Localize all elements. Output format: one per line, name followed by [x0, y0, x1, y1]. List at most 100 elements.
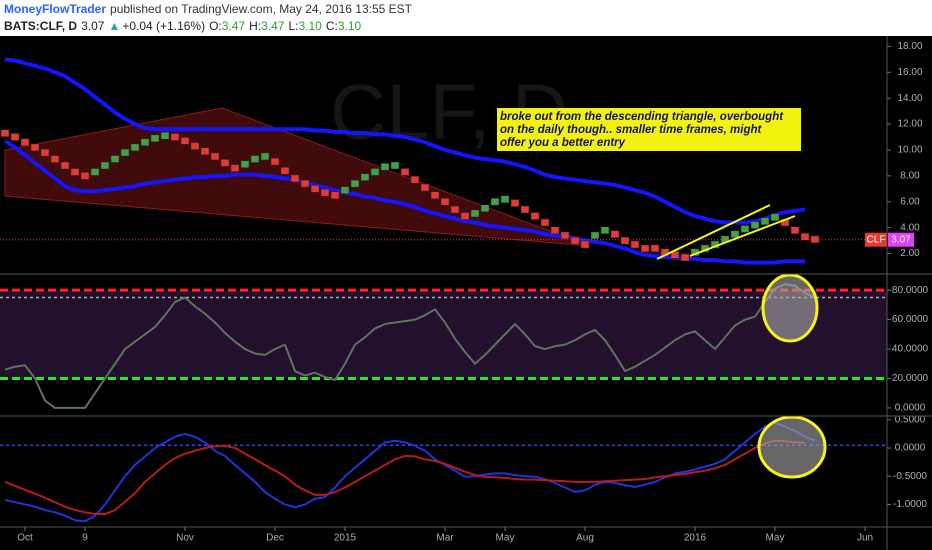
band-line: [4, 57, 806, 225]
renko-brick: [280, 166, 290, 175]
channel-line: [689, 215, 796, 257]
symbol: BATS:CLF, D: [4, 19, 77, 33]
renko-brick: [490, 198, 500, 206]
renko-brick: [800, 232, 810, 241]
renko-brick: [110, 155, 120, 163]
x-tick-label: Nov: [176, 533, 194, 544]
last-price-badge: [888, 232, 914, 247]
ohlc-label: O:: [209, 19, 222, 33]
renko-brick: [90, 168, 100, 176]
change: +0.04 (+1.16%): [122, 19, 205, 33]
series-line: [4, 439, 806, 516]
x-tick-label: Aug: [576, 533, 594, 544]
renko-brick: [530, 212, 540, 220]
renko-brick: [120, 148, 130, 157]
renko-brick: [750, 221, 760, 229]
ohlc-value: 3.10: [299, 19, 323, 33]
renko-brick: [460, 212, 470, 220]
renko-brick: [420, 183, 430, 192]
annotation-line: offer you a better entry: [500, 137, 626, 149]
renko-brick: [320, 188, 330, 197]
x-tick-label: Jun: [857, 533, 873, 544]
x-tick-label: 2015: [334, 533, 357, 544]
renko-brick: [760, 217, 770, 225]
renko-brick: [550, 226, 560, 235]
renko-brick: [80, 172, 90, 180]
x-tick-label: Oct: [17, 533, 33, 544]
renko-brick: [650, 244, 660, 253]
renko-brick: [230, 164, 240, 172]
y-tick-label: 40.0000: [892, 344, 929, 355]
header-bar: [0, 0, 932, 36]
level-band: [0, 290, 887, 379]
renko-brick: [480, 204, 490, 212]
y-tick-label: 6.00: [900, 196, 920, 207]
renko-brick: [250, 155, 260, 163]
y-tick-label: -0.5000: [893, 471, 927, 482]
renko-brick: [470, 209, 480, 218]
renko-brick: [130, 143, 140, 152]
y-tick-label: 0.0000: [895, 443, 926, 454]
renko-brick: [10, 133, 20, 141]
y-tick-label: 80.0000: [892, 285, 929, 296]
renko-brick: [30, 143, 40, 152]
x-tick-label: May: [766, 533, 785, 544]
y-tick-label: 60.0000: [892, 314, 929, 325]
ohlc-label: L:: [288, 19, 298, 33]
author: MoneyFlowTrader: [4, 2, 106, 16]
plot: 2.00 4.00 6.00 8.00 10.00 12.00 14.00 16.00 18.0…: [0, 41, 929, 544]
series-line: [4, 421, 816, 523]
last-price-value: 3.07: [891, 234, 911, 245]
renko-brick: [390, 161, 400, 170]
last-value: 3.07: [81, 19, 105, 33]
highlight-circle: [761, 273, 819, 343]
y-tick-label: 18.00: [897, 41, 922, 52]
renko-brick: [70, 168, 80, 176]
y-tick-label: 10.00: [897, 145, 922, 156]
annotation-line: on the daily though.. smaller time frame…: [500, 124, 763, 136]
renko-brick: [60, 161, 70, 170]
x-tick-label: May: [496, 533, 515, 544]
x-tick-label: Mar: [436, 533, 454, 544]
ohlc-value: 3.47: [222, 19, 246, 33]
last-price-symbol: CLF: [867, 234, 886, 245]
annotation-line: broke out from the descending triangle, …: [500, 111, 784, 123]
renko-brick: [440, 198, 450, 206]
renko-brick: [200, 147, 210, 156]
y-tick-label: -1.0000: [893, 499, 927, 510]
renko-brick: [790, 226, 800, 235]
highlight-circle: [757, 415, 827, 479]
renko-brick: [150, 134, 160, 143]
annotation-box: [497, 108, 801, 151]
renko-brick: [600, 226, 610, 235]
renko-brick: [770, 213, 780, 222]
renko-brick: [290, 174, 300, 183]
symbol-line: BATS:CLF, D 3.07 ▲ +0.04 (+1.16%) O:3.47 H:3.…: [4, 19, 362, 33]
renko-brick: [500, 195, 510, 203]
renko-brick: [160, 131, 170, 140]
renko-brick: [260, 152, 270, 161]
x-tick-label: 2016: [684, 533, 707, 544]
renko-brick: [380, 163, 390, 171]
renko-brick: [170, 133, 180, 141]
renko-brick: [310, 185, 320, 193]
renko-brick: [370, 168, 380, 176]
y-tick-label: 0.0000: [895, 403, 926, 414]
renko-brick: [570, 236, 580, 245]
renko-brick: [450, 205, 460, 214]
y-tick-label: 8.00: [900, 171, 920, 182]
renko-brick: [330, 191, 340, 200]
y-tick-label: 2.00: [900, 248, 920, 259]
ohlc-value: 3.10: [338, 19, 362, 33]
renko-brick: [430, 191, 440, 200]
renko-brick: [20, 138, 30, 146]
renko-brick: [400, 168, 410, 176]
renko-brick: [740, 225, 750, 233]
y-tick-label: 20.0000: [892, 373, 929, 384]
renko-brick: [610, 230, 620, 238]
header-line: MoneyFlowTrader published on TradingView.…: [4, 2, 413, 16]
published: published on TradingView.com, May 24, 20…: [110, 2, 413, 16]
renko-brick: [300, 179, 310, 188]
y-tick-label: 14.00: [897, 93, 922, 104]
last-price-badge: [865, 232, 887, 247]
